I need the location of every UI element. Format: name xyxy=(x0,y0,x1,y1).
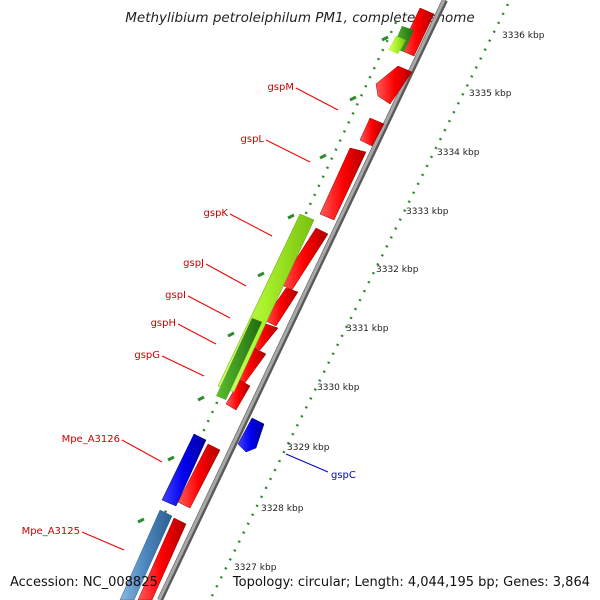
tick-label: 3328 kbp xyxy=(261,504,304,514)
orf-mpe-a3126[interactable] xyxy=(161,433,207,507)
tick-label: 3331 kbp xyxy=(346,324,389,334)
tick-label: 3333 kbp xyxy=(406,207,449,217)
topology-label: Topology: circular; Length: 4,044,195 bp… xyxy=(232,575,590,590)
lime-feature[interactable] xyxy=(388,36,406,54)
gene-label-gspL[interactable]: gspL xyxy=(241,134,265,145)
cds-arrow[interactable] xyxy=(225,379,251,411)
cds-arrow[interactable] xyxy=(177,443,221,509)
gene-label-mpe-a3125[interactable]: Mpe_A3125 xyxy=(22,526,80,537)
tick-track-outer xyxy=(208,3,510,600)
gene-label-gspK[interactable]: gspK xyxy=(204,208,229,219)
gene-label-gspJ[interactable]: gspJ xyxy=(183,258,204,269)
gene-label-gspM[interactable]: gspM xyxy=(267,82,294,93)
map-title: Methylibium petroleiphilum PM1, complete… xyxy=(125,10,475,26)
cds-arrow[interactable] xyxy=(375,65,413,105)
backbone xyxy=(157,0,446,600)
gene-label-gspC[interactable]: gspC xyxy=(331,470,356,481)
tick-label: 3336 kbp xyxy=(502,31,545,41)
gene-label-gspI[interactable]: gspI xyxy=(165,290,186,301)
steelblue-feature[interactable] xyxy=(119,509,173,600)
green-feature-gspH[interactable] xyxy=(216,318,262,400)
tick-label: 3330 kbp xyxy=(317,383,360,393)
gene-label-gspG[interactable]: gspG xyxy=(134,350,160,361)
leader-line-gspC xyxy=(285,453,329,473)
cds-arrow[interactable] xyxy=(359,117,385,147)
gene-label-gspH[interactable]: gspH xyxy=(151,318,176,329)
tick-label: 3327 kbp xyxy=(234,563,277,573)
tick-label: 3335 kbp xyxy=(469,89,512,99)
tick-label: 3334 kbp xyxy=(437,148,480,158)
orf-gspC[interactable] xyxy=(237,417,265,453)
leader-lines-left xyxy=(81,87,339,551)
tick-marks xyxy=(137,35,389,524)
features xyxy=(119,7,435,600)
tick-label: 3332 kbp xyxy=(376,265,419,275)
cds-arrow[interactable] xyxy=(319,147,367,221)
accession-label: Accession: NC_008825 xyxy=(10,575,158,590)
cds-arrow[interactable] xyxy=(137,517,187,600)
tick-label: 3329 kbp xyxy=(287,443,330,453)
gene-labels: gspM gspL gspK gspJ gspI gspH gspG Mpe_A… xyxy=(22,82,294,537)
tick-labels: 3336 kbp 3335 kbp 3334 kbp 3333 kbp 3332… xyxy=(234,31,545,573)
gene-label-mpe-a3126[interactable]: Mpe_A3126 xyxy=(62,434,120,445)
